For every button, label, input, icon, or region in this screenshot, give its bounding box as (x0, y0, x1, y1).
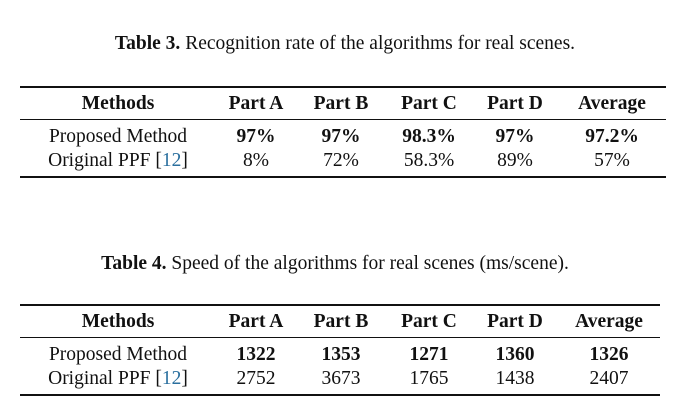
value-part-c: 1765 (409, 368, 449, 389)
value-part-b: 72% (323, 150, 359, 171)
header-part-b: Part B (313, 93, 369, 114)
value-part-c: 58.3% (403, 150, 455, 171)
header-part-b: Part B (313, 311, 369, 332)
method-name: Original PPF [ (48, 150, 162, 171)
value-part-a: 8% (243, 150, 269, 171)
value-average: 2407 (589, 368, 629, 389)
value-part-c: 98.3% (402, 126, 456, 147)
table4-caption-text: Speed of the algorithms for real scenes … (171, 253, 569, 274)
value-part-b: 3673 (321, 368, 361, 389)
header-part-c: Part C (401, 93, 457, 114)
citation-bracket: ] (181, 150, 188, 171)
table3-caption: Table 3. Recognition rate of the algorit… (6, 33, 678, 55)
table-row-original-ppf: Original PPF [12] 8% 72% 58.3% 89% 57% (20, 149, 666, 177)
header-average: Average (575, 311, 643, 332)
value-part-b: 1353 (321, 344, 361, 365)
table4-speed: Methods Part A Part B Part C Part D Aver… (20, 304, 660, 396)
value-average: 57% (594, 150, 630, 171)
value-average: 1326 (589, 344, 629, 365)
header-methods: Methods (81, 311, 155, 332)
value-average: 97.2% (585, 126, 639, 147)
table-row-proposed: Proposed Method 97% 97% 98.3% 97% 97.2% (20, 120, 666, 150)
method-name: Proposed Method (48, 344, 188, 365)
header-part-c: Part C (401, 311, 457, 332)
table-row-proposed: Proposed Method 1322 1353 1271 1360 1326 (20, 338, 660, 368)
table-header-row: Methods Part A Part B Part C Part D Aver… (20, 87, 666, 120)
table-row-original-ppf: Original PPF [12] 2752 3673 1765 1438 24… (20, 367, 660, 395)
value-part-d: 1360 (495, 344, 535, 365)
header-part-d: Part D (487, 93, 543, 114)
value-part-a: 2752 (236, 368, 276, 389)
value-part-d: 97% (495, 126, 535, 147)
header-part-a: Part A (228, 93, 284, 114)
header-average: Average (578, 93, 646, 114)
value-part-d: 89% (497, 150, 533, 171)
method-name-cell: Original PPF [12] (20, 367, 216, 395)
value-part-a: 1322 (236, 344, 276, 365)
header-methods: Methods (81, 93, 155, 114)
value-part-c: 1271 (409, 344, 449, 365)
value-part-b: 97% (321, 126, 361, 147)
table3-recognition-rate: Methods Part A Part B Part C Part D Aver… (20, 86, 666, 178)
header-part-a: Part A (228, 311, 284, 332)
table3-caption-label: Table 3. (114, 33, 181, 54)
table-header-row: Methods Part A Part B Part C Part D Aver… (20, 305, 660, 338)
citation-link[interactable]: 12 (161, 368, 182, 389)
header-part-d: Part D (487, 311, 543, 332)
method-name-cell: Original PPF [12] (20, 149, 216, 177)
table4-caption: Table 4. Speed of the algorithms for rea… (0, 253, 674, 275)
value-part-d: 1438 (495, 368, 535, 389)
method-name: Proposed Method (48, 126, 188, 147)
value-part-a: 97% (236, 126, 276, 147)
citation-bracket: ] (181, 368, 188, 389)
table3-caption-text: Recognition rate of the algorithms for r… (185, 33, 576, 54)
table4-caption-label: Table 4. (101, 253, 167, 274)
method-name: Original PPF [ (48, 368, 162, 389)
citation-link[interactable]: 12 (161, 150, 182, 171)
